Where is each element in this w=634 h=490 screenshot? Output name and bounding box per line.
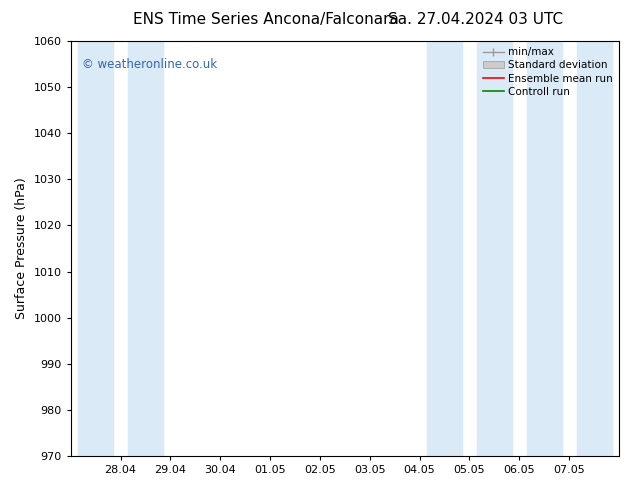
Y-axis label: Surface Pressure (hPa): Surface Pressure (hPa) — [15, 178, 28, 319]
Bar — [477, 41, 512, 456]
Bar — [577, 41, 612, 456]
Text: ENS Time Series Ancona/Falconara: ENS Time Series Ancona/Falconara — [133, 12, 399, 27]
Bar — [427, 41, 462, 456]
Bar — [527, 41, 562, 456]
Text: Sa. 27.04.2024 03 UTC: Sa. 27.04.2024 03 UTC — [388, 12, 563, 27]
Bar — [128, 41, 163, 456]
Bar — [78, 41, 113, 456]
Text: © weatheronline.co.uk: © weatheronline.co.uk — [82, 58, 217, 71]
Legend: min/max, Standard deviation, Ensemble mean run, Controll run: min/max, Standard deviation, Ensemble me… — [479, 43, 617, 101]
